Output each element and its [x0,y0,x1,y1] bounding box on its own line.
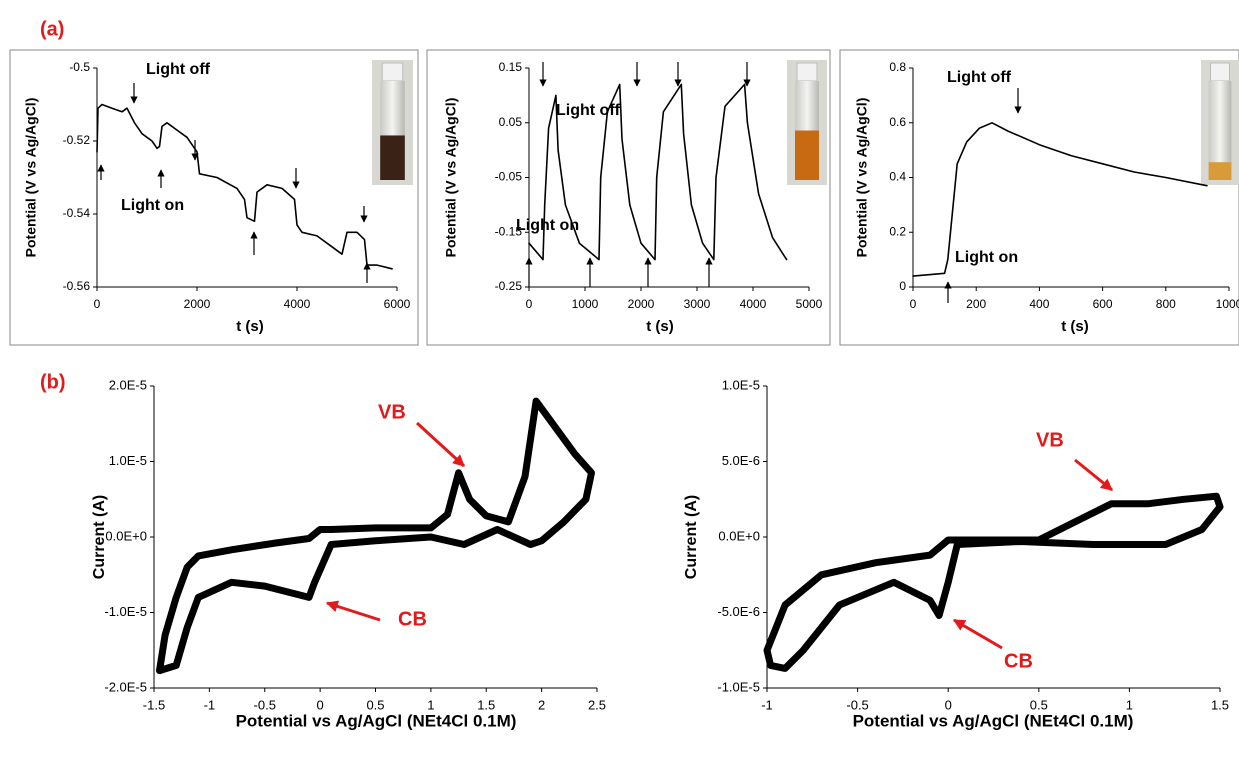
y-axis-title: Current (A) [91,495,108,579]
panel-frame [839,49,1239,346]
annotation: Light on [516,217,579,234]
x-tick-label: 1 [1126,697,1133,712]
x-tick-label: 0.5 [1030,697,1048,712]
vial-cap [796,62,818,82]
x-tick-label: 0 [526,297,533,311]
x-tick-label: 5000 [796,297,823,311]
x-tick-label: 4000 [740,297,767,311]
y-tick-label: 2.0E-5 [109,377,147,392]
x-tick-label: -0.5 [254,697,276,712]
x-tick-label: 3000 [684,297,711,311]
y-tick-label: 5.0E-6 [722,453,760,468]
x-axis-title: Potential vs Ag/AgCl (NEt4Cl 0.1M) [236,711,517,730]
annotation: Light on [955,249,1018,266]
x-tick-label: 0 [94,297,101,311]
annotation: CB [398,608,427,630]
y-tick-label: 0.0E+0 [105,528,147,543]
x-tick-label: 2 [538,697,545,712]
annotation: VB [378,401,406,423]
panel-label: (b) [40,371,66,393]
annotation: Light on [121,197,184,214]
x-tick-label: -1 [204,697,216,712]
y-tick-label: -0.5 [69,60,90,74]
annotation-arrow [415,421,466,468]
x-tick-label: 2000 [184,297,211,311]
y-tick-label: 0 [899,279,906,293]
x-tick-label: 4000 [284,297,311,311]
x-tick-label: 0.5 [366,697,384,712]
annotation: Light off [556,102,621,119]
x-axis-title: Potential vs Ag/AgCl (NEt4Cl 0.1M) [853,711,1134,730]
annotation: CB [1004,650,1033,672]
y-tick-label: -0.54 [63,206,91,220]
data-line [156,397,595,675]
panel-label: (a) [40,18,64,40]
y-tick-label: -2.0E-5 [104,679,147,694]
panel-frame [426,49,831,346]
annotation-arrow [1074,458,1113,492]
y-tick-label: 0.4 [889,170,906,184]
panel-frame [9,49,419,346]
data-line [528,83,788,261]
annotation-arrow [325,600,381,622]
y-tick-label: -1.0E-5 [717,679,760,694]
vial-liquid [1208,162,1232,180]
y-tick-label: -5.0E-6 [717,604,760,619]
y-tick-label: -0.52 [63,133,91,147]
y-tick-label: -0.05 [495,170,523,184]
annotation: VB [1036,429,1064,451]
y-tick-label: 0.15 [499,60,523,74]
x-tick-label: -1.5 [143,697,165,712]
y-tick-label: 0.05 [499,115,523,129]
x-tick-label: 1.5 [1211,697,1229,712]
x-tick-label: 0 [317,697,324,712]
vial-cap [381,62,404,82]
y-axis-title: Current (A) [683,495,700,579]
vial-glass [1208,81,1232,180]
y-tick-label: 0.2 [889,224,906,238]
x-tick-label: 1000 [1216,297,1239,311]
y-axis-title: Potential (V vs Ag/AgCl) [443,98,459,258]
x-tick-label: -1 [761,697,773,712]
y-tick-label: 1.0E-5 [109,453,147,468]
x-axis-title: t (s) [646,318,674,335]
y-tick-label: 1.0E-5 [722,377,760,392]
annotation-arrow [952,618,1003,650]
x-tick-label: 6000 [384,297,411,311]
annotation: Light off [146,61,211,78]
x-tick-label: 0 [945,697,952,712]
x-tick-label: 600 [1093,297,1113,311]
y-tick-label: 0.0E+0 [718,528,760,543]
x-tick-label: 1 [427,697,434,712]
y-tick-label: -0.56 [63,279,91,293]
y-tick-label: -0.15 [495,224,523,238]
y-tick-label: -0.25 [495,279,523,293]
y-tick-label: 0.6 [889,115,906,129]
vial-liquid [795,130,819,180]
y-axis-title: Potential (V vs Ag/AgCl) [854,98,870,258]
x-tick-label: 1000 [572,297,599,311]
data-line [763,492,1224,672]
x-axis-title: t (s) [1061,318,1089,335]
data-line [96,103,393,270]
x-tick-label: 800 [1156,297,1176,311]
x-tick-label: -0.5 [846,697,868,712]
x-tick-label: 0 [910,297,917,311]
x-tick-label: 1.5 [477,697,495,712]
data-line [912,122,1208,277]
x-tick-label: 400 [1029,297,1049,311]
annotation: Light off [947,69,1012,86]
x-tick-label: 2000 [628,297,655,311]
y-tick-label: -1.0E-5 [104,604,147,619]
y-axis-title: Potential (V vs Ag/AgCl) [23,98,39,258]
vial-liquid [380,135,405,180]
x-tick-label: 2.5 [588,697,606,712]
y-tick-label: 0.8 [889,60,906,74]
x-axis-title: t (s) [236,318,264,335]
x-tick-label: 200 [966,297,986,311]
vial-cap [1210,62,1230,82]
